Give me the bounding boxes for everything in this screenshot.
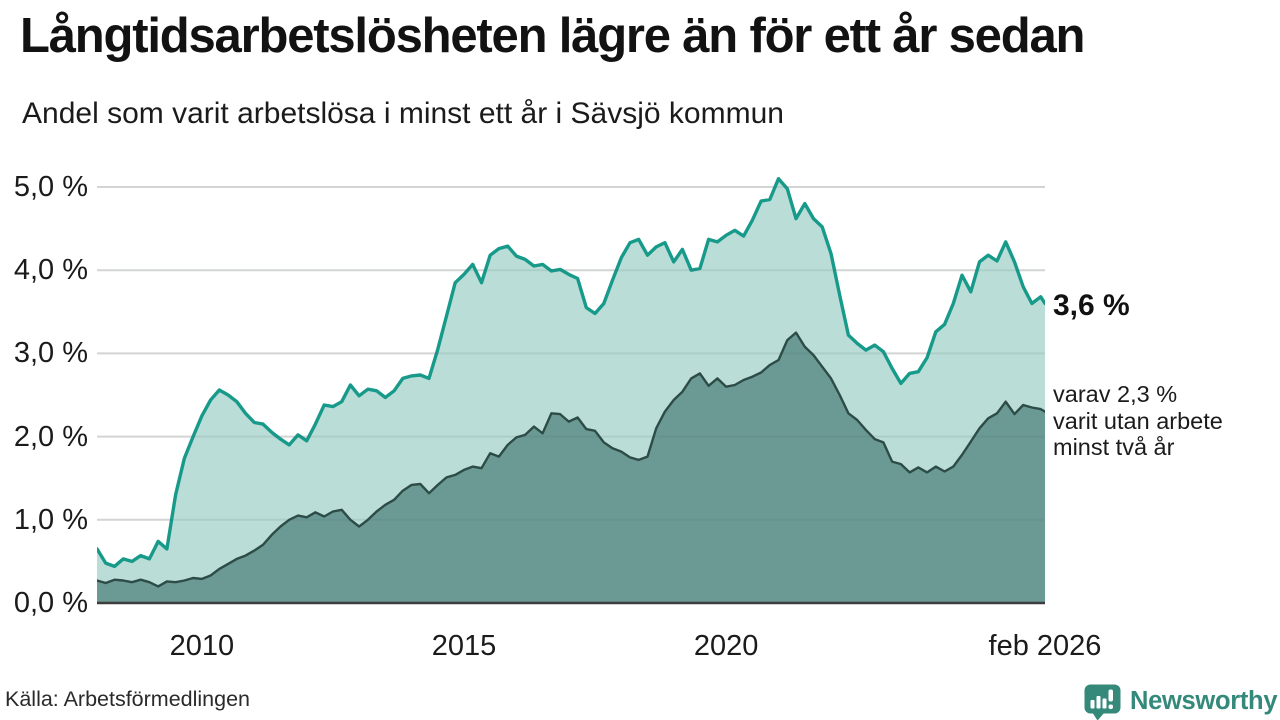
x-tick-label: 2015 bbox=[431, 630, 497, 662]
annotation-line-2: varit utan arbete bbox=[1053, 407, 1223, 434]
x-tick-label: feb 2026 bbox=[988, 630, 1102, 662]
y-tick-label: 1,0 % bbox=[13, 503, 88, 536]
newsworthy-logo-text: Newsworthy bbox=[1130, 687, 1278, 715]
y-tick-label: 3,0 % bbox=[13, 337, 88, 370]
y-tick-label: 5,0 % bbox=[13, 171, 88, 203]
chart-subtitle: Andel som varit arbetslösa i minst ett å… bbox=[22, 97, 784, 130]
y-tick-label: 4,0 % bbox=[13, 254, 88, 287]
y-tick-label: 2,0 % bbox=[13, 420, 88, 453]
x-tick-label: 2010 bbox=[169, 630, 235, 662]
series-end-label-total: 3,6 % bbox=[1053, 289, 1130, 322]
y-tick-label: 0,0 % bbox=[13, 587, 88, 619]
annotation-line-1: varav 2,3 % bbox=[1053, 381, 1178, 407]
annotation-line-3: minst två år bbox=[1053, 434, 1175, 460]
series-end-label-two-years: varav 2,3 % varit utan arbete minst två … bbox=[1053, 381, 1223, 461]
source-note: Källa: Arbetsförmedlingen bbox=[5, 687, 251, 711]
x-tick-label: 2020 bbox=[693, 630, 759, 662]
newsworthy-logo[interactable]: Newsworthy bbox=[1084, 684, 1278, 720]
area-chart-plot bbox=[97, 177, 1045, 605]
newsworthy-logo-icon bbox=[1084, 684, 1122, 720]
chart-title: Långtidsarbetslösheten lägre än för ett … bbox=[20, 9, 1085, 63]
